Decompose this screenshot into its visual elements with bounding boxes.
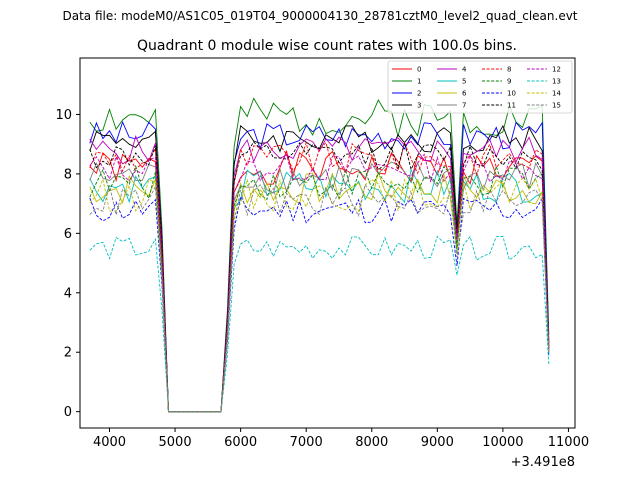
series-line-15 [89, 183, 550, 413]
legend-label-11: 11 [507, 102, 516, 110]
legend-label-8: 8 [507, 66, 511, 74]
x-tick-label: 9000 [421, 435, 454, 450]
y-tick-label: 2 [64, 346, 72, 361]
x-tick-label: 4000 [93, 435, 126, 450]
axes-frame [79, 57, 576, 429]
x-tick-label: 11000 [548, 435, 589, 450]
x-tick-label: 6000 [224, 435, 257, 450]
x-tick-label: 8000 [355, 435, 388, 450]
series-line-13 [89, 235, 550, 413]
legend-label-12: 12 [552, 66, 561, 74]
series-line-8 [89, 141, 550, 413]
figure-suptitle: Data file: modeM0/AS1C05_019T04_90000041… [62, 9, 577, 23]
axis-ticks: 4000 5000 6000 7000 8000 9000 10000 11000 0 2 4 6 8 1… [55, 108, 589, 450]
y-tick-label: 0 [64, 405, 72, 420]
series-line-14 [89, 177, 550, 413]
legend-label-15: 15 [552, 102, 561, 110]
legend-label-2: 2 [417, 90, 421, 98]
legend-label-10: 10 [507, 90, 516, 98]
legend-label-6: 6 [462, 90, 467, 98]
plot-area [89, 97, 550, 413]
x-offset-label: +3.491e8 [511, 455, 575, 470]
legend-label-4: 4 [462, 66, 467, 74]
legend-label-13: 13 [552, 78, 561, 86]
x-tick-label: 7000 [290, 435, 323, 450]
legend-label-5: 5 [462, 78, 466, 86]
x-tick-label: 10000 [482, 435, 523, 450]
legend-label-9: 9 [507, 78, 511, 86]
legend-label-7: 7 [462, 102, 466, 110]
legend-label-0: 0 [417, 66, 421, 74]
y-tick-label: 10 [55, 108, 72, 123]
y-tick-label: 8 [64, 167, 72, 182]
legend-label-1: 1 [417, 78, 421, 86]
y-tick-label: 4 [64, 286, 72, 301]
y-tick-label: 6 [64, 227, 72, 242]
legend-label-3: 3 [417, 102, 421, 110]
series-line-11 [89, 141, 550, 413]
legend-box [387, 60, 573, 114]
chart-title: Quadrant 0 module wise count rates with … [137, 38, 517, 54]
legend-label-14: 14 [552, 90, 561, 98]
x-tick-label: 5000 [159, 435, 192, 450]
